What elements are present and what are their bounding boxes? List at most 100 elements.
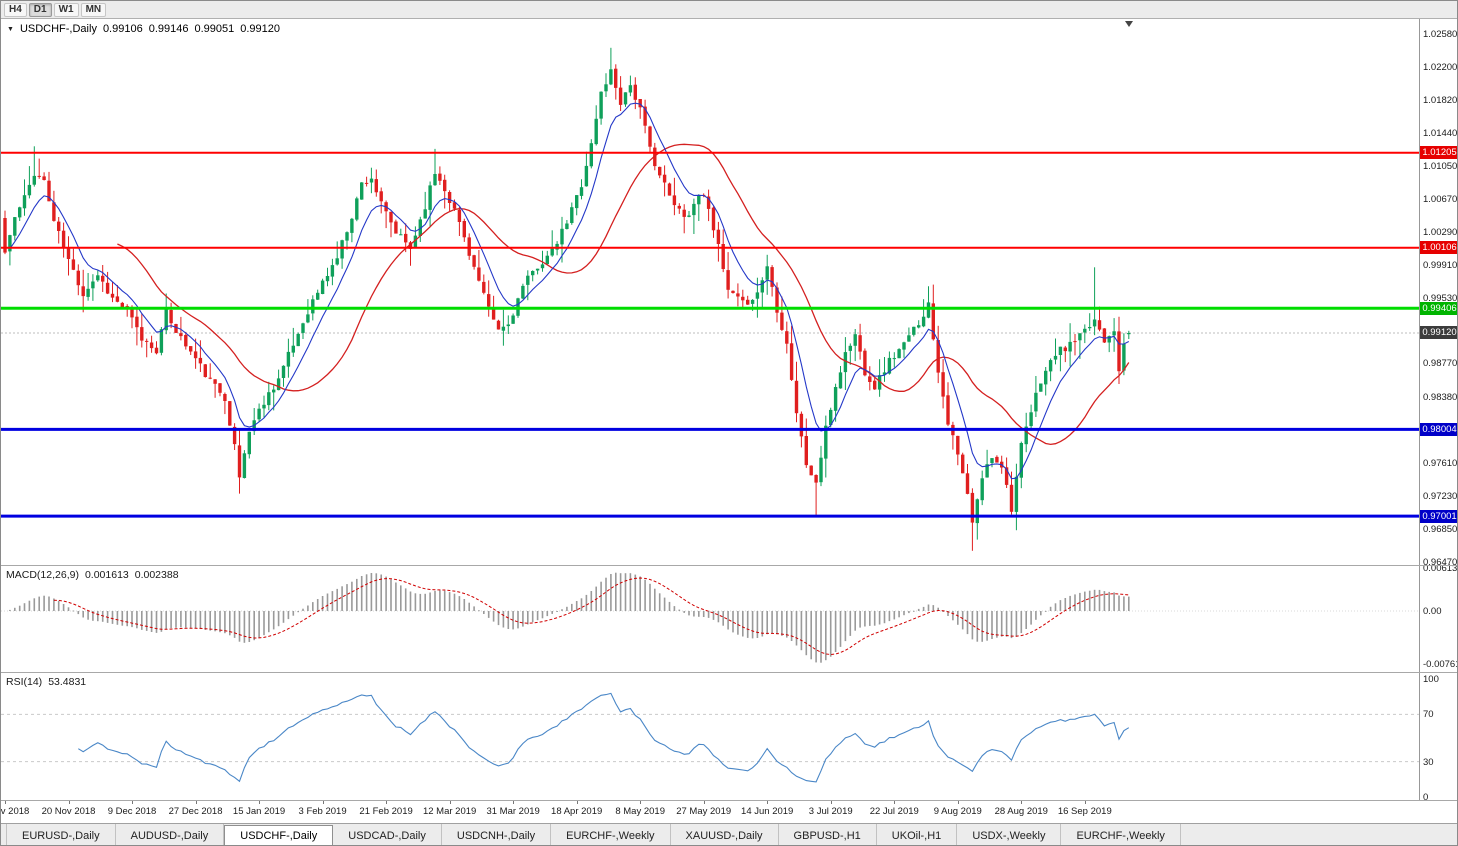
symbol-tab-eurchf-weekly[interactable]: EURCHF-,Weekly [1061,824,1181,845]
ma-fast-line [9,102,1130,480]
date-label: 31 Mar 2019 [486,806,540,817]
pane-separator[interactable] [1,672,1457,673]
ohlc-high: 0.99146 [148,23,189,35]
date-tick [513,801,515,804]
price-axis-tick: 1.02580 [1423,29,1458,40]
symbol-tab-xauusd-daily[interactable]: XAUUSD-,Daily [671,824,779,845]
price-level-tag: 0.98004 [1420,422,1457,436]
date-tick [1021,801,1023,804]
symbol-period-label: USDCHF-,Daily [19,23,97,35]
macd-signal-line [53,577,1129,656]
date-tick [68,801,70,804]
symbol-tab-eurusd-daily[interactable]: EURUSD-,Daily [6,824,116,845]
price-axis-tick: 1.00290 [1423,226,1458,238]
date-tick [195,801,197,804]
date-tick [576,801,578,804]
date-label: 27 Dec 2018 [168,806,223,817]
rsi-axis-tick: 70 [1423,709,1434,721]
price-axis-tick: 0.96470 [1423,557,1458,568]
symbol-tab-audusd-daily[interactable]: AUDUSD-,Daily [116,824,225,845]
candlesticks [3,47,1131,551]
macd-axis-tick: 0.00 [1423,606,1442,617]
timeframe-button-h4[interactable]: H4 [4,2,27,17]
timeframe-button-d1[interactable]: D1 [28,2,52,17]
rsi-line [78,692,1130,783]
macd-axis-tick: -0.00761 [1423,659,1458,671]
price-axis-tick: 1.02200 [1423,61,1458,73]
macd-name: MACD(12,26,9) [6,569,79,581]
pane-separator [1,800,1457,801]
price-axis-tick: 0.97610 [1423,458,1458,470]
date-label: 18 Apr 2019 [551,806,603,817]
date-label: 14 Jun 2019 [741,806,794,817]
date-tick [5,801,6,804]
chart-shift-marker-icon[interactable] [1125,21,1133,27]
date-tick [322,801,324,804]
ohlc-low: 0.99051 [194,23,235,35]
price-level-tag: 0.99406 [1420,301,1457,315]
symbol-tab-ukoil-h1[interactable]: UKOil-,H1 [877,824,958,845]
price-axis-tick: 1.00670 [1423,194,1458,206]
date-label: 12 Mar 2019 [422,806,477,817]
price-axis-tick: 1.01440 [1423,127,1458,139]
date-tick [449,801,451,804]
date-label: 16 Sep 2019 [1057,806,1112,817]
date-label: 28 Aug 2019 [994,806,1048,817]
date-label: 3 Feb 2019 [298,806,347,817]
date-tick [640,801,642,804]
date-tick [894,801,896,804]
macd-value-main: 0.001613 [84,569,129,581]
price-level-tag: 1.00106 [1420,241,1457,255]
timeframe-button-w1[interactable]: W1 [53,2,79,17]
price-axis-tick: 0.96850 [1423,524,1458,536]
price-level-tag: 1.01205 [1420,146,1457,160]
macd-value-signal: 0.002388 [134,569,179,581]
date-tick [132,801,134,804]
date-tick [830,801,832,804]
symbol-tab-usdx-weekly[interactable]: USDX-,Weekly [957,824,1062,845]
date-label: 15 Jan 2019 [232,806,286,817]
date-tick [957,801,959,804]
date-label: 22 Jul 2019 [869,806,919,817]
rsi-name: RSI(14) [6,676,43,688]
date-tick [259,801,261,804]
date-label: 21 Feb 2019 [359,806,413,817]
price-axis-tick: 0.98380 [1423,391,1458,403]
timeframe-toolbar: H4 D1 W1 MN [1,1,1457,19]
pane-separator[interactable] [1,565,1457,566]
chart-title: ▼ USDCHF-,Daily 0.99106 0.99146 0.99051 … [7,23,280,35]
price-axis-tick: 0.99530 [1423,292,1458,304]
date-label: 3 Jul 2019 [808,806,853,817]
date-tick [1084,801,1086,804]
price-chart-canvas[interactable] [1,19,1419,566]
macd-histogram [9,572,1130,663]
ohlc-open: 0.99106 [102,23,143,35]
date-tick [703,801,705,804]
rsi-label: RSI(14) 53.4831 [6,676,86,688]
date-tick [767,801,769,804]
rsi-indicator-canvas[interactable] [1,673,1419,801]
macd-indicator-canvas[interactable] [1,566,1419,673]
symbol-tab-gbpusd-h1[interactable]: GBPUSD-,H1 [779,824,877,845]
symbol-tab-usdcad-daily[interactable]: USDCAD-,Daily [333,824,442,845]
price-axis-tick: 1.01050 [1423,161,1458,173]
date-tick [386,801,388,804]
symbol-tab-usdcnh-daily[interactable]: USDCNH-,Daily [442,824,552,845]
date-label: 1 Nov 2018 [0,806,30,817]
symbol-tab-eurchf-weekly[interactable]: EURCHF-,Weekly [551,824,671,845]
rsi-axis-tick: 30 [1423,756,1434,768]
collapse-triangle-icon[interactable]: ▼ [7,25,14,33]
date-label: 27 May 2019 [676,806,732,817]
rsi-value: 53.4831 [48,676,87,688]
chart-tab-bar: EURUSD-,Daily AUDUSD-,Daily USDCHF-,Daily U… [1,823,1457,845]
macd-label: MACD(12,26,9) 0.001613 0.002388 [6,569,179,581]
timeframe-button-mn[interactable]: MN [80,2,107,17]
macd-axis-tick: 0.00613 [1423,563,1458,575]
rsi-axis-tick: 100 [1423,674,1439,685]
symbol-tab-usdchf-daily[interactable]: USDCHF-,Daily [224,825,334,845]
date-label: 20 Nov 2018 [41,806,96,817]
current-price-tag: 0.99120 [1420,326,1457,340]
price-axis-tick: 0.97230 [1423,491,1458,503]
price-level-tag: 0.97001 [1420,509,1457,523]
